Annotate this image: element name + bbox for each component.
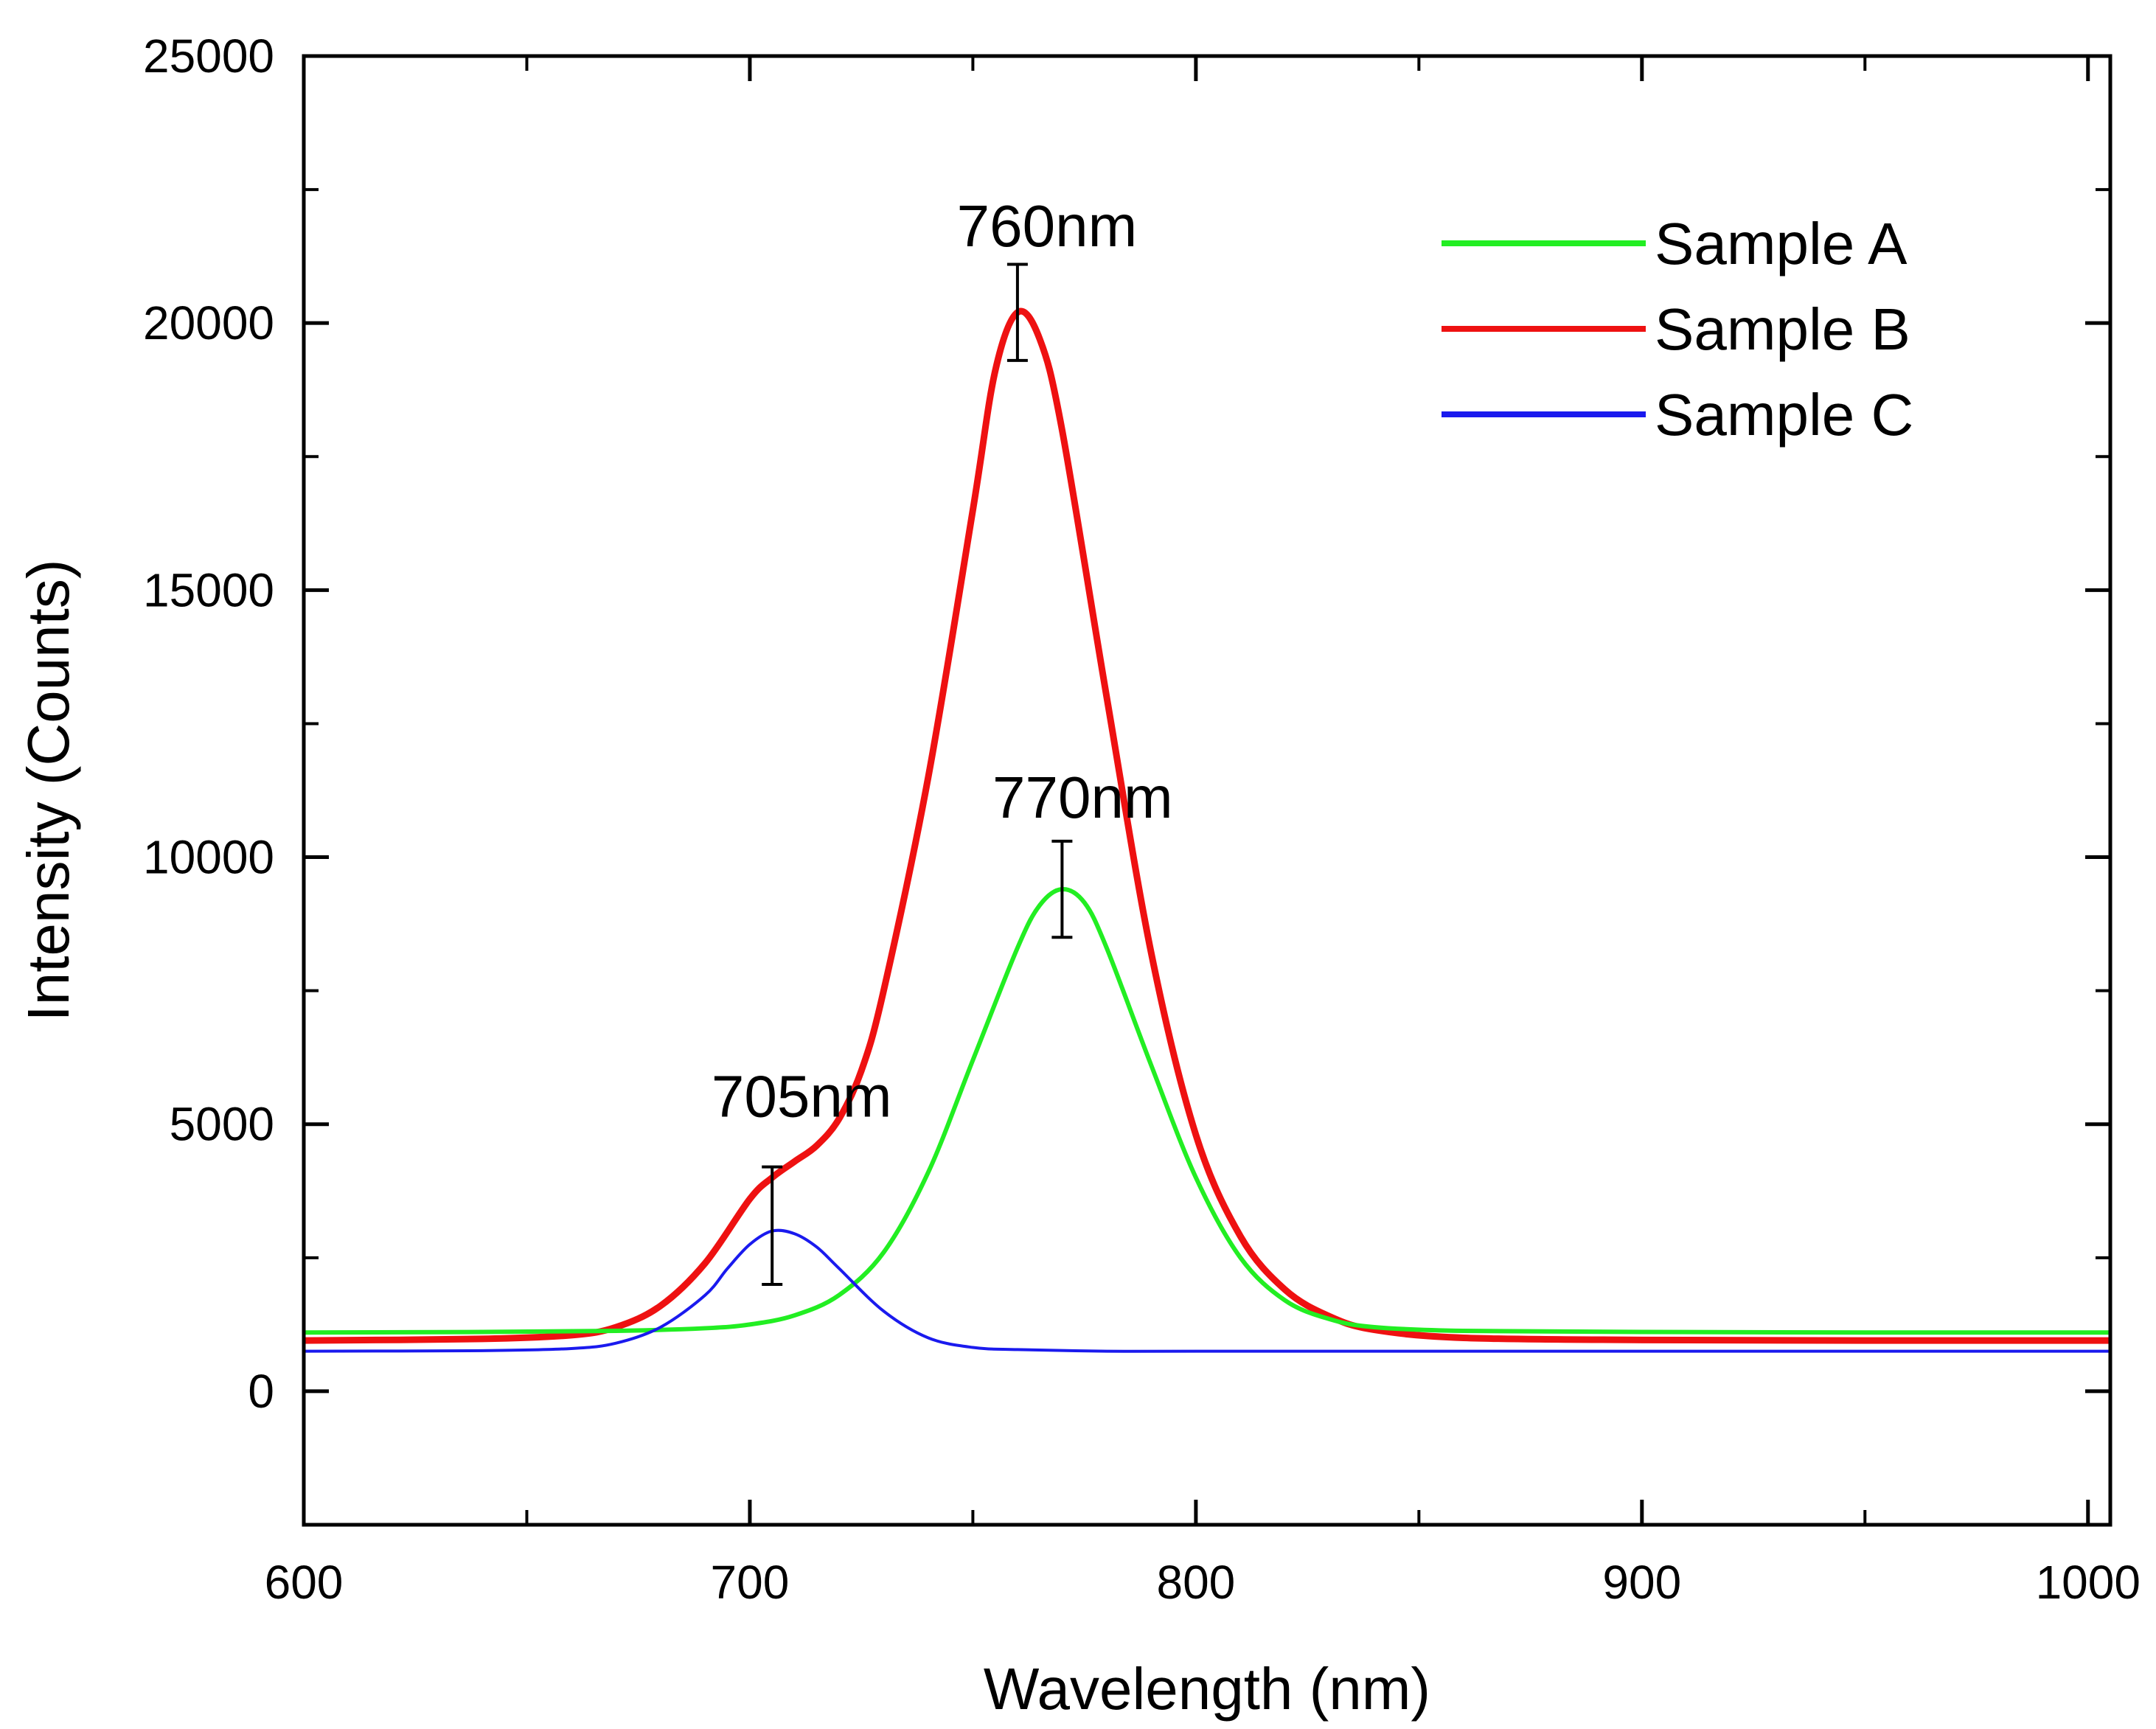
peak-annotation: 705nm (712, 1064, 892, 1130)
legend-label: Sample C (1655, 382, 1913, 448)
legend-item-sample-a: Sample A (1442, 211, 1908, 276)
error-bar (762, 1165, 783, 1287)
x-tick-label: 900 (1602, 1556, 1681, 1609)
y-axis-title: Intensity (Counts) (15, 560, 81, 1022)
legend-label: Sample B (1655, 296, 1910, 362)
y-tick-label: 5000 (170, 1098, 274, 1151)
error-bar (1051, 839, 1073, 939)
tick-layer: 600 700 800 900 1000050001000015000200002500… (143, 29, 2141, 1609)
errorbar-layer (762, 262, 1073, 1287)
error-bar (1006, 262, 1028, 362)
y-tick-label: 0 (248, 1365, 274, 1418)
series-line-sample-b (303, 307, 2111, 1344)
plot-frame (302, 54, 2112, 1527)
peak-annotation: 760nm (957, 193, 1138, 259)
y-tick-label: 15000 (143, 563, 274, 616)
y-tick-label: 10000 (143, 831, 274, 884)
x-tick-label: 1000 (2036, 1556, 2141, 1609)
series-line-sample-a (303, 887, 2111, 1335)
annotation-layer: 705nm 760nm 770nm (712, 193, 1173, 1130)
x-tick-label: 700 (711, 1556, 790, 1609)
legend: Sample A Sample B Sample C (1442, 211, 1913, 448)
x-tick-label: 800 (1156, 1556, 1235, 1609)
legend-item-sample-b: Sample B (1442, 296, 1910, 362)
series-layer (303, 307, 2111, 1353)
x-tick-label: 600 (265, 1556, 344, 1609)
legend-item-sample-c: Sample C (1442, 382, 1913, 448)
series-line-sample-c (303, 1228, 2110, 1353)
y-tick-label: 25000 (143, 29, 274, 83)
peak-annotation: 770nm (992, 765, 1173, 830)
y-tick-label: 20000 (143, 296, 274, 349)
legend-label: Sample A (1655, 211, 1908, 276)
x-axis-title: Wavelength (nm) (984, 1656, 1430, 1722)
